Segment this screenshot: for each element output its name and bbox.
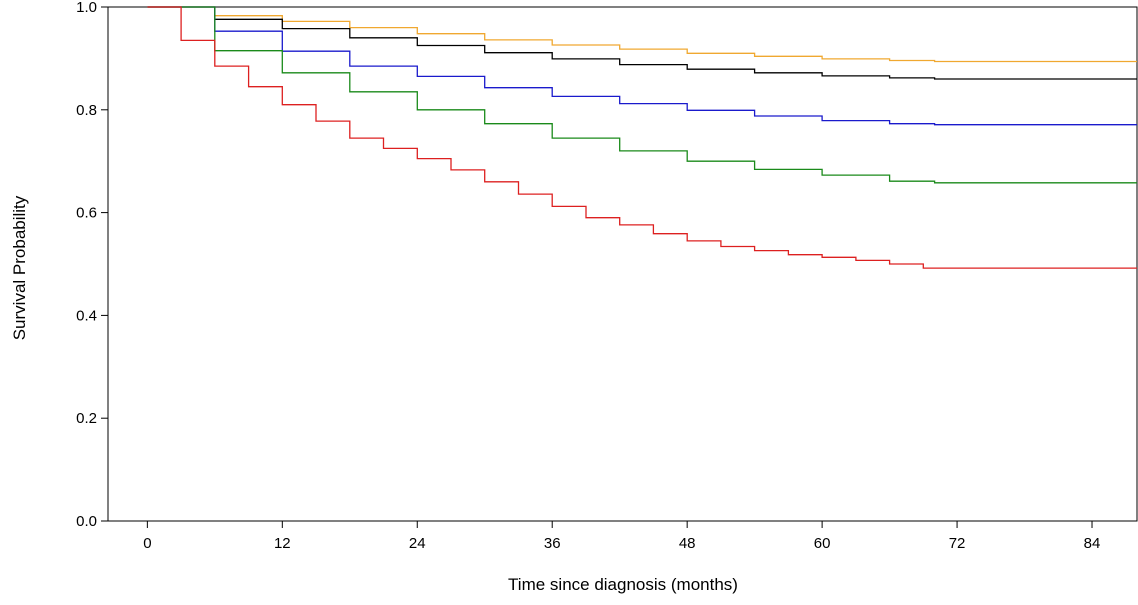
x-axis: 0 12 24 36 48 60 72 84 <box>143 521 1100 552</box>
series-line-2 <box>147 6 1137 80</box>
x-axis-title: Time since diagnosis (months) <box>508 575 738 594</box>
y-axis: 0.0 0.2 0.4 0.6 0.8 1.0 <box>76 0 108 530</box>
x-tick-label: 24 <box>409 535 426 552</box>
x-tick-label: 0 <box>143 535 151 552</box>
series-line-3 <box>147 6 1137 126</box>
x-tick-label: 48 <box>679 535 696 552</box>
x-tick-label: 72 <box>949 535 966 552</box>
y-tick-label: 1.0 <box>76 0 97 16</box>
y-tick-label: 0.4 <box>76 307 97 324</box>
x-tick-label: 60 <box>814 535 831 552</box>
y-tick-label: 0.8 <box>76 102 97 119</box>
y-tick-label: 0.0 <box>76 513 97 530</box>
x-tick-label: 36 <box>544 535 561 552</box>
series-layer <box>147 6 1137 269</box>
y-tick-label: 0.6 <box>76 205 97 222</box>
plot-border <box>107 6 1138 522</box>
y-axis-title: Survival Probability <box>10 195 29 340</box>
y-tick-label: 0.2 <box>76 410 97 427</box>
series-line-1 <box>147 6 1137 63</box>
series-line-4 <box>147 6 1137 184</box>
series-line-5 <box>147 6 1137 269</box>
plot-frame <box>107 6 1138 522</box>
x-tick-label: 12 <box>274 535 291 552</box>
x-tick-label: 84 <box>1084 535 1101 552</box>
